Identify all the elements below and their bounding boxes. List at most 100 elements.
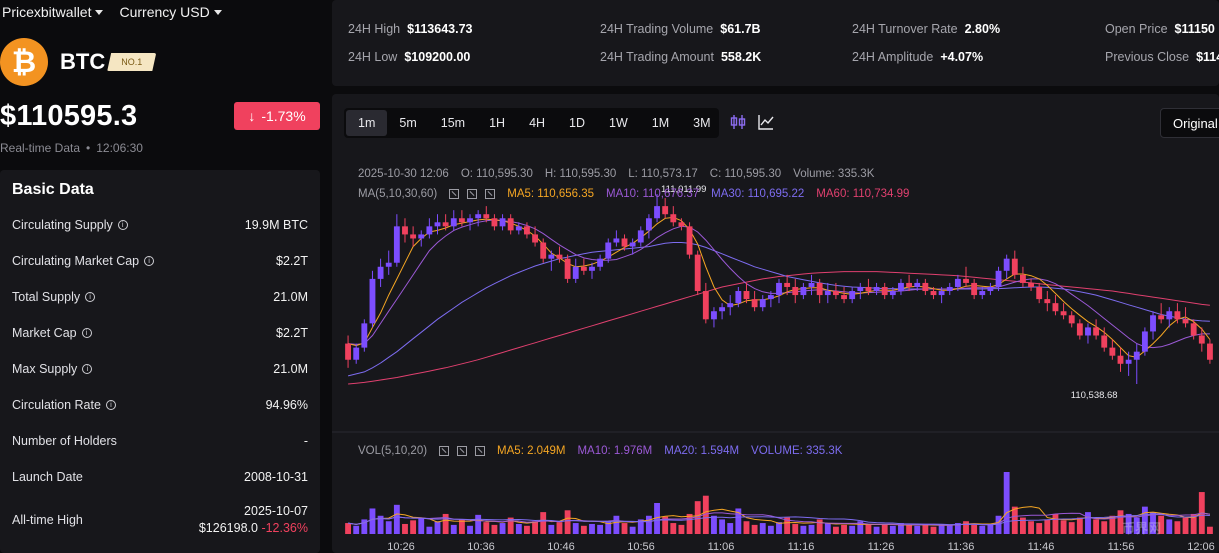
original-button[interactable]: Original [1160, 108, 1219, 138]
row-value: 19.9M BTC [244, 218, 308, 232]
tab-5m[interactable]: 5m [399, 116, 417, 130]
volume-bar [792, 523, 799, 534]
tab-15m[interactable]: 15m [440, 116, 466, 130]
brand-dropdown[interactable]: Pricexbitwallet [2, 4, 104, 20]
volume-bar [816, 519, 823, 534]
vol-label: VOL(5,10,20) [358, 445, 428, 457]
candle-body [410, 234, 417, 239]
vol-current-value: VOLUME: 335.3K [751, 445, 843, 457]
volume-bar [784, 517, 791, 534]
line-chart-icon[interactable] [758, 114, 774, 130]
candle-body [906, 282, 913, 287]
candle-body [1036, 286, 1043, 300]
info-icon[interactable]: i [144, 256, 155, 266]
candlestick-icon[interactable] [730, 114, 746, 130]
checkbox-icon[interactable] [449, 189, 460, 199]
volume-bar [1190, 513, 1197, 534]
candle-body [1117, 355, 1124, 364]
row-label: Circulating Market Cap [12, 254, 140, 268]
candle-body [954, 278, 961, 287]
candle-body [1182, 319, 1189, 324]
volume-bar [361, 519, 368, 534]
info-icon[interactable]: i [117, 220, 128, 230]
currency-dropdown[interactable]: Currency USD [119, 4, 222, 20]
candle-body [1158, 315, 1165, 320]
basic-row: Number of Holders - [12, 434, 308, 448]
stat-open-price: Open Price $11150 [1105, 22, 1215, 36]
tab-1mo[interactable]: 1M [651, 116, 670, 130]
checkbox-icon[interactable] [475, 446, 486, 456]
volume-bar [1109, 515, 1116, 534]
candle-body [865, 286, 872, 292]
candle-body [402, 226, 408, 235]
volume-bar [1182, 517, 1189, 534]
candle-body [971, 282, 978, 296]
volume-bar [694, 501, 701, 534]
stat-label: 24H Trading Amount [600, 50, 714, 64]
row-label: Circulating Supply [12, 218, 113, 232]
volume-bar [1125, 513, 1132, 534]
ma-toggles[interactable] [449, 189, 496, 199]
tab-4h[interactable]: 4H [529, 116, 546, 130]
info-icon[interactable]: i [105, 400, 116, 410]
volume-bar [808, 524, 815, 534]
x-tick-label: 11:16 [788, 541, 815, 553]
row-label: Launch Date [12, 470, 83, 484]
candle-body [719, 307, 726, 312]
volume-bar [540, 512, 547, 534]
candle-body [735, 291, 742, 304]
checkbox-icon[interactable] [457, 446, 468, 456]
tab-1h[interactable]: 1H [489, 116, 506, 130]
ma60-value: MA60: 110,734.99 [816, 188, 910, 200]
volume-bar [873, 526, 880, 534]
candle-body [678, 222, 685, 227]
candle-body [670, 214, 677, 223]
tab-1w[interactable]: 1W [609, 116, 628, 130]
tab-1m[interactable]: 1m [346, 110, 388, 136]
basic-row: Circulating Market Cap i $2.2T [12, 254, 308, 268]
checkbox-icon[interactable] [467, 189, 478, 199]
tab-3m[interactable]: 3M [693, 116, 711, 130]
separator-dot: • [86, 141, 91, 155]
ath-price: $126198.0 [198, 521, 258, 535]
candle-body [711, 311, 717, 320]
candle-body [1190, 323, 1197, 336]
candle-body [629, 242, 636, 247]
volume-bar [1085, 512, 1091, 534]
vol-toggles[interactable] [439, 446, 486, 456]
ohlc-low: L: 110,573.17 [628, 168, 698, 180]
kline-chart[interactable]: 111,011.99 110,538.68 10:26 10:36 10:46 10:56… [332, 94, 1219, 553]
stat-trading-volume: 24H Trading Volume $61.7B [600, 22, 761, 36]
candle-body [532, 234, 539, 243]
candle-body [1003, 258, 1010, 271]
tab-1d[interactable]: 1D [569, 116, 586, 130]
row-value: - [303, 434, 308, 448]
row-value: 21.0M [273, 362, 308, 376]
candle-body [515, 226, 522, 231]
top-nav: Pricexbitwallet Currency USD [0, 0, 330, 24]
info-icon[interactable]: i [85, 292, 96, 302]
row-label: Market Cap [12, 326, 77, 340]
volume-bar [971, 524, 978, 534]
candle-body [1019, 274, 1026, 283]
candle-body [898, 282, 904, 292]
basic-row: Max Supply i 21.0M [12, 362, 308, 376]
candle-body [1150, 315, 1156, 332]
info-icon[interactable]: i [82, 364, 93, 374]
row-label: Max Supply [12, 362, 78, 376]
candle-body [662, 206, 669, 215]
volume-bar [881, 524, 888, 534]
stat-label: Previous Close [1105, 50, 1190, 64]
candle-body [393, 226, 400, 263]
candle-body [1207, 343, 1213, 360]
info-icon[interactable]: i [81, 328, 92, 338]
volume-bar [1133, 517, 1140, 534]
checkbox-icon[interactable] [485, 189, 496, 199]
chevron-down-icon [95, 9, 104, 15]
candle-body [881, 286, 888, 296]
row-label: Total Supply [12, 290, 81, 304]
checkbox-icon[interactable] [439, 446, 450, 456]
volume-bar [1158, 515, 1165, 534]
candle-body [499, 218, 506, 227]
candle-body [841, 295, 847, 300]
